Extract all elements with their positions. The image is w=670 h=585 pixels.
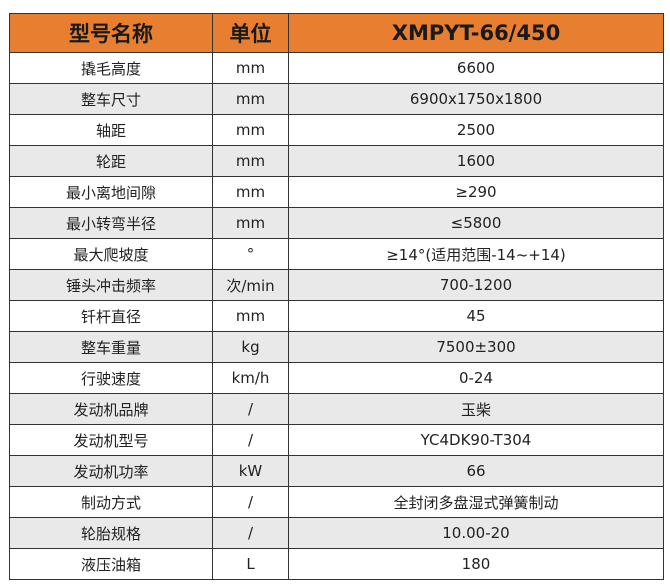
- header-model: XMPYT-66/450: [288, 13, 664, 53]
- cell-name: 轴距: [9, 114, 213, 146]
- cell-name: 整车重量: [9, 331, 213, 363]
- cell-value: ≥290: [288, 176, 664, 208]
- table-row: 发动机功率 kW 66: [9, 455, 664, 487]
- cell-unit: L: [212, 548, 289, 580]
- table-row: 整车尺寸 mm 6900x1750x1800: [9, 83, 664, 115]
- cell-unit: mm: [212, 52, 289, 84]
- header-row: 型号名称 单位 XMPYT-66/450: [9, 13, 664, 53]
- table-row: 发动机型号 / YC4DK90-T304: [9, 424, 664, 456]
- table-body: 撬毛高度 mm 6600 整车尺寸 mm 6900x1750x1800 轴距 mm 2500 轮距…: [9, 52, 664, 580]
- cell-name: 发动机品牌: [9, 393, 213, 425]
- table-row: 最小转弯半径 mm ≤5800: [9, 207, 664, 239]
- table-row: 最小离地间隙 mm ≥290: [9, 176, 664, 208]
- cell-unit: mm: [212, 114, 289, 146]
- cell-unit: /: [212, 486, 289, 518]
- cell-value: 1600: [288, 145, 664, 177]
- cell-name: 发动机功率: [9, 455, 213, 487]
- cell-value: 180: [288, 548, 664, 580]
- cell-unit: /: [212, 424, 289, 456]
- table-row: 制动方式 / 全封闭多盘湿式弹簧制动: [9, 486, 664, 518]
- table-row: 液压油箱 L 180: [9, 548, 664, 580]
- cell-value: ≥14°(适用范围-14~+14): [288, 238, 664, 270]
- cell-unit: mm: [212, 207, 289, 239]
- cell-value: 6900x1750x1800: [288, 83, 664, 115]
- table-row: 发动机品牌 / 玉柴: [9, 393, 664, 425]
- cell-unit: kW: [212, 455, 289, 487]
- cell-name: 最小离地间隙: [9, 176, 213, 208]
- cell-value: 7500±300: [288, 331, 664, 363]
- cell-name: 最大爬坡度: [9, 238, 213, 270]
- cell-unit: mm: [212, 145, 289, 177]
- table-row: 轴距 mm 2500: [9, 114, 664, 146]
- cell-name: 整车尺寸: [9, 83, 213, 115]
- cell-name: 轮距: [9, 145, 213, 177]
- cell-unit: 次/min: [212, 269, 289, 301]
- cell-value: 10.00-20: [288, 517, 664, 549]
- table-row: 撬毛高度 mm 6600: [9, 52, 664, 84]
- table-row: 整车重量 kg 7500±300: [9, 331, 664, 363]
- cell-value: 玉柴: [288, 393, 664, 425]
- cell-name: 液压油箱: [9, 548, 213, 580]
- cell-value: ≤5800: [288, 207, 664, 239]
- cell-value: 0-24: [288, 362, 664, 394]
- cell-value: 全封闭多盘湿式弹簧制动: [288, 486, 664, 518]
- cell-unit: kg: [212, 331, 289, 363]
- cell-unit: mm: [212, 83, 289, 115]
- table-row: 轮距 mm 1600: [9, 145, 664, 177]
- cell-name: 最小转弯半径: [9, 207, 213, 239]
- cell-unit: /: [212, 517, 289, 549]
- header-unit: 单位: [212, 13, 289, 53]
- table-row: 钎杆直径 mm 45: [9, 300, 664, 332]
- cell-value: 2500: [288, 114, 664, 146]
- table-row: 最大爬坡度 ° ≥14°(适用范围-14~+14): [9, 238, 664, 270]
- cell-value: YC4DK90-T304: [288, 424, 664, 456]
- cell-name: 发动机型号: [9, 424, 213, 456]
- cell-value: 6600: [288, 52, 664, 84]
- header-name: 型号名称: [9, 13, 213, 53]
- cell-unit: /: [212, 393, 289, 425]
- cell-unit: km/h: [212, 362, 289, 394]
- cell-name: 行驶速度: [9, 362, 213, 394]
- table-row: 行驶速度 km/h 0-24: [9, 362, 664, 394]
- cell-value: 700-1200: [288, 269, 664, 301]
- cell-unit: mm: [212, 176, 289, 208]
- cell-name: 制动方式: [9, 486, 213, 518]
- cell-value: 66: [288, 455, 664, 487]
- cell-name: 轮胎规格: [9, 517, 213, 549]
- cell-name: 锤头冲击频率: [9, 269, 213, 301]
- cell-unit: °: [212, 238, 289, 270]
- table-row: 锤头冲击频率 次/min 700-1200: [9, 269, 664, 301]
- cell-name: 钎杆直径: [9, 300, 213, 332]
- cell-unit: mm: [212, 300, 289, 332]
- cell-value: 45: [288, 300, 664, 332]
- cell-name: 撬毛高度: [9, 52, 213, 84]
- spec-table: 型号名称 单位 XMPYT-66/450 撬毛高度 mm 6600 整车尺寸 mm 690…: [9, 13, 664, 580]
- table-row: 轮胎规格/10.00-20: [9, 517, 664, 549]
